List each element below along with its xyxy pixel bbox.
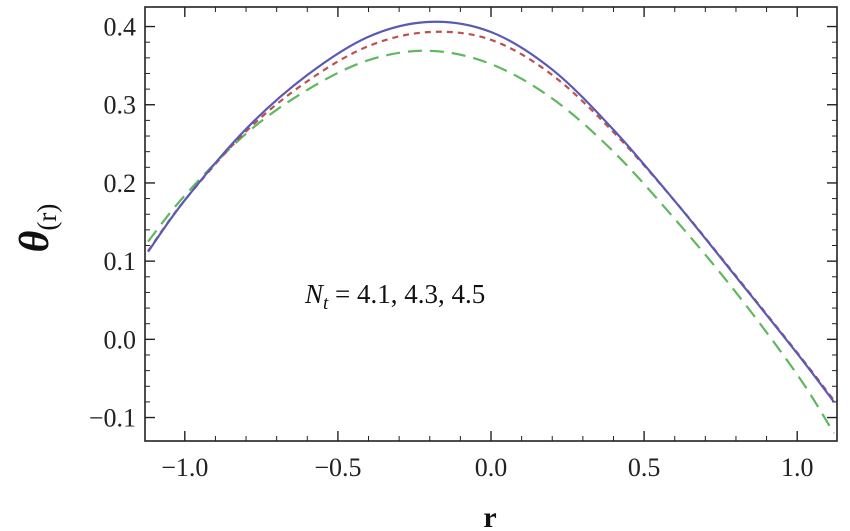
y-tick-label: 0.3 <box>104 91 137 120</box>
y-tick-label: 0.4 <box>104 13 137 42</box>
y-tick-label: 0.1 <box>104 247 137 276</box>
annotation-values: = 4.1, 4.3, 4.5 <box>328 279 485 309</box>
y-axis-label: θ(r) <box>12 204 62 253</box>
x-tick-label: −1.0 <box>161 453 208 482</box>
series-line-3 <box>147 49 835 434</box>
x-tick-label: −0.5 <box>314 453 361 482</box>
x-axis-label: r <box>483 501 496 531</box>
series-line-1 <box>147 20 835 403</box>
y-tick-label: 0.0 <box>104 325 137 354</box>
y-axis-ticks: −0.1 0.0 0.1 0.2 0.3 0.4 <box>89 13 837 433</box>
x-tick-label: 0.5 <box>628 453 661 482</box>
y-axis-label-sub: (r) <box>32 204 62 231</box>
annotation-subscript: t <box>323 293 329 314</box>
series-lines <box>147 20 835 434</box>
y-tick-label: 0.2 <box>104 169 137 198</box>
parameter-annotation: Nt = 4.1, 4.3, 4.5 <box>304 279 485 314</box>
y-axis-label-main: θ <box>12 230 58 252</box>
annotation-symbol: N <box>304 279 325 309</box>
y-tick-label: −0.1 <box>89 404 136 433</box>
plot-frame <box>144 6 838 442</box>
x-tick-label: 1.0 <box>781 453 814 482</box>
x-tick-label: 0.0 <box>475 453 508 482</box>
x-axis-ticks: −1.0 −0.5 0.0 0.5 1.0 <box>161 7 813 482</box>
series-line-2 <box>147 30 835 402</box>
